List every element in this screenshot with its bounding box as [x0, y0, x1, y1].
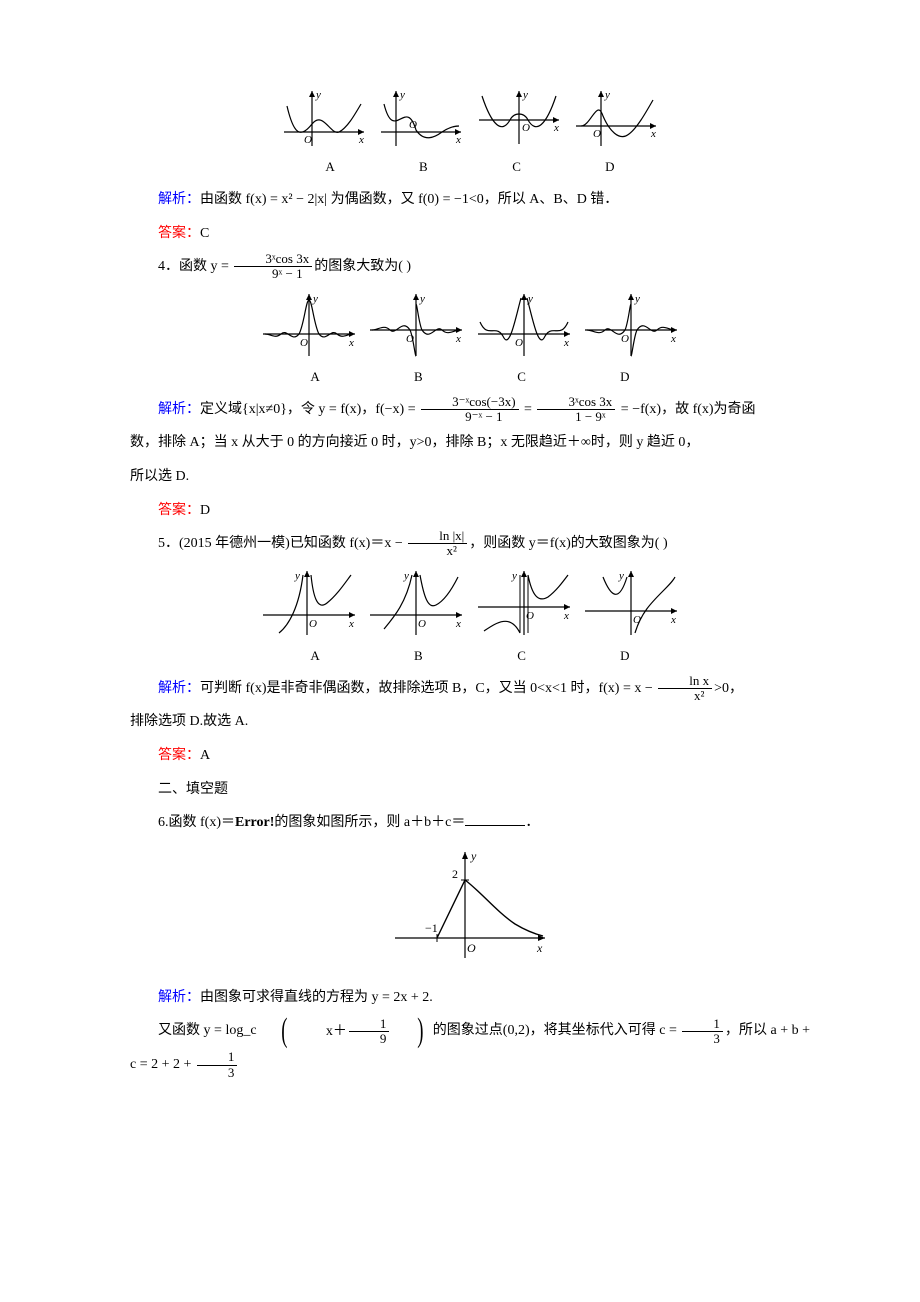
- q6-analysis-l1: 解析：由图象可求得直线的方程为 y = 2x + 2.: [130, 981, 810, 1015]
- q3-option-graphs: y x O y x O y x O: [130, 86, 810, 155]
- q5-graph-a: y x O: [259, 567, 359, 639]
- q3-answer: 答案：C: [130, 217, 810, 251]
- svg-text:y: y: [604, 89, 610, 101]
- analysis-label: 解析：: [158, 990, 200, 1005]
- svg-text:x: x: [563, 610, 569, 622]
- svg-text:O: O: [418, 618, 426, 630]
- q3-graph-d: y x O: [571, 86, 661, 150]
- q3-graph-a: y x O: [279, 86, 369, 150]
- error-word: Error!: [235, 815, 274, 830]
- q4-stem-frac: 3ˣcos 3x 9ˣ − 1: [234, 252, 312, 282]
- section-heading: 二、填空题: [130, 773, 810, 807]
- q5-graph-d: y x O: [581, 567, 681, 639]
- q6-frac-tail: 13: [197, 1050, 238, 1080]
- svg-text:x: x: [455, 134, 461, 146]
- q5-option-graphs: y x O y x O y x O: [130, 567, 810, 644]
- q6-frac-c: 13: [682, 1017, 723, 1047]
- q3-graph-labels: A B C D: [130, 159, 810, 175]
- svg-text:y: y: [634, 293, 640, 305]
- svg-text:2: 2: [452, 867, 458, 881]
- answer-label: 答案：: [158, 226, 200, 241]
- big-paren: (x＋19): [257, 1014, 433, 1048]
- q6-stem: 6.函数 f(x)＝Error!的图象如图所示，则 a＋b＋c＝．: [130, 806, 810, 840]
- q4-answer: 答案：D: [130, 494, 810, 528]
- svg-text:y: y: [312, 293, 318, 305]
- svg-text:O: O: [309, 618, 317, 630]
- svg-text:y: y: [511, 570, 517, 582]
- svg-text:y: y: [419, 293, 425, 305]
- q5-analysis-l2: 排除选项 D.故选 A.: [130, 705, 810, 739]
- svg-text:x: x: [455, 618, 461, 630]
- q4-analysis-l1: 解析：定义域{x|x≠0}，令 y = f(x)，f(−x) = 3⁻ˣcos(…: [130, 393, 810, 427]
- q4-frac2: 3ˣcos 3x1 − 9ˣ: [537, 395, 615, 425]
- answer-label: 答案：: [158, 748, 200, 763]
- q4-graph-labels: A B C D: [130, 369, 810, 385]
- svg-text:y: y: [399, 89, 405, 101]
- svg-text:y: y: [470, 849, 477, 863]
- q4-graph-b: y x O: [366, 290, 466, 360]
- svg-text:x: x: [348, 618, 354, 630]
- q4-frac1: 3⁻ˣcos(−3x)9⁻ˣ − 1: [421, 395, 518, 425]
- q5-answer: 答案：A: [130, 739, 810, 773]
- q4-option-graphs: y x O y x O y x O y: [130, 290, 810, 365]
- q4-graph-c: y x O: [474, 290, 574, 360]
- analysis-label: 解析：: [158, 402, 200, 417]
- answer-label: 答案：: [158, 503, 200, 518]
- q5-analysis-l1: 解析：可判断 f(x)是非奇非偶函数，故排除选项 B，C，又当 0<x<1 时，…: [130, 672, 810, 706]
- svg-text:x: x: [563, 337, 569, 349]
- svg-text:x: x: [455, 333, 461, 345]
- svg-text:x: x: [348, 337, 354, 349]
- q4-graph-a: y x O: [259, 290, 359, 360]
- q5-stem: 5．(2015 年德州一模)已知函数 f(x)＝x − ln |x|x²，则函数…: [130, 527, 810, 561]
- q4-stem: 4．函数 y = 3ˣcos 3x 9ˣ − 1 的图象大致为( ): [130, 250, 810, 284]
- q5-analysis-frac: ln xx²: [658, 674, 712, 704]
- svg-text:O: O: [522, 122, 530, 134]
- svg-text:x: x: [358, 134, 364, 146]
- svg-text:−1: −1: [425, 921, 438, 935]
- q3-graph-c: y x O: [474, 86, 564, 150]
- blank-fill: [465, 825, 525, 826]
- svg-text:y: y: [403, 570, 409, 582]
- svg-text:x: x: [670, 614, 676, 626]
- svg-text:O: O: [621, 333, 629, 345]
- svg-text:O: O: [300, 337, 308, 349]
- q6-analysis-l2: 又函数 y = log_c(x＋19)的图象过点(0,2)，将其坐标代入可得 c…: [130, 1014, 810, 1082]
- q3-graph-b: y x O: [376, 86, 466, 150]
- svg-text:x: x: [536, 941, 543, 955]
- svg-text:x: x: [670, 333, 676, 345]
- svg-text:x: x: [553, 122, 559, 134]
- q6-inner-frac: 19: [349, 1017, 390, 1047]
- q5-graph-labels: A B C D: [130, 648, 810, 664]
- analysis-label: 解析：: [158, 192, 200, 207]
- q5-graph-c: y x O: [474, 567, 574, 639]
- svg-text:O: O: [526, 610, 534, 622]
- svg-text:x: x: [650, 128, 656, 140]
- svg-text:y: y: [618, 570, 624, 582]
- svg-text:O: O: [467, 941, 476, 955]
- q6-graph: y x O 2 −1: [130, 846, 810, 971]
- q4-graph-d: y x O: [581, 290, 681, 360]
- svg-text:O: O: [593, 128, 601, 140]
- q5-graph-b: y x O: [366, 567, 466, 639]
- svg-text:y: y: [315, 89, 321, 101]
- q4-analysis-l2: 数，排除 A；当 x 从大于 0 的方向接近 0 时，y>0，排除 B；x 无限…: [130, 426, 810, 460]
- svg-text:y: y: [294, 570, 300, 582]
- q5-stem-frac: ln |x|x²: [408, 529, 467, 559]
- svg-text:O: O: [304, 134, 312, 146]
- svg-text:O: O: [515, 337, 523, 349]
- svg-text:y: y: [522, 89, 528, 101]
- q4-analysis-l3: 所以选 D.: [130, 460, 810, 494]
- analysis-label: 解析：: [158, 681, 200, 696]
- q3-analysis: 解析：由函数 f(x) = x² − 2|x| 为偶函数，又 f(0) = −1…: [130, 183, 810, 217]
